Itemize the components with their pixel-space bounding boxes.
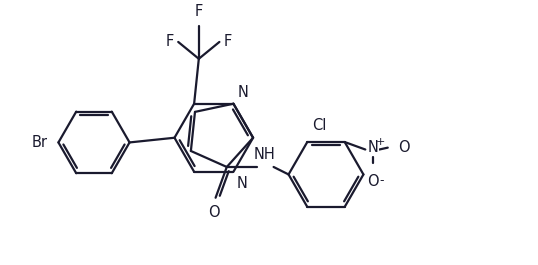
Text: F: F xyxy=(224,34,232,50)
Text: O: O xyxy=(398,140,409,155)
Text: +: + xyxy=(376,137,385,147)
Text: Cl: Cl xyxy=(312,118,327,133)
Text: N: N xyxy=(238,85,249,100)
Text: O: O xyxy=(208,205,220,220)
Text: F: F xyxy=(195,3,203,19)
Text: O: O xyxy=(367,174,379,189)
Text: Br: Br xyxy=(31,135,47,150)
Text: NH: NH xyxy=(253,147,275,162)
Text: N: N xyxy=(367,140,378,155)
Text: F: F xyxy=(165,34,174,50)
Text: -: - xyxy=(379,174,384,187)
Text: N: N xyxy=(236,176,247,192)
